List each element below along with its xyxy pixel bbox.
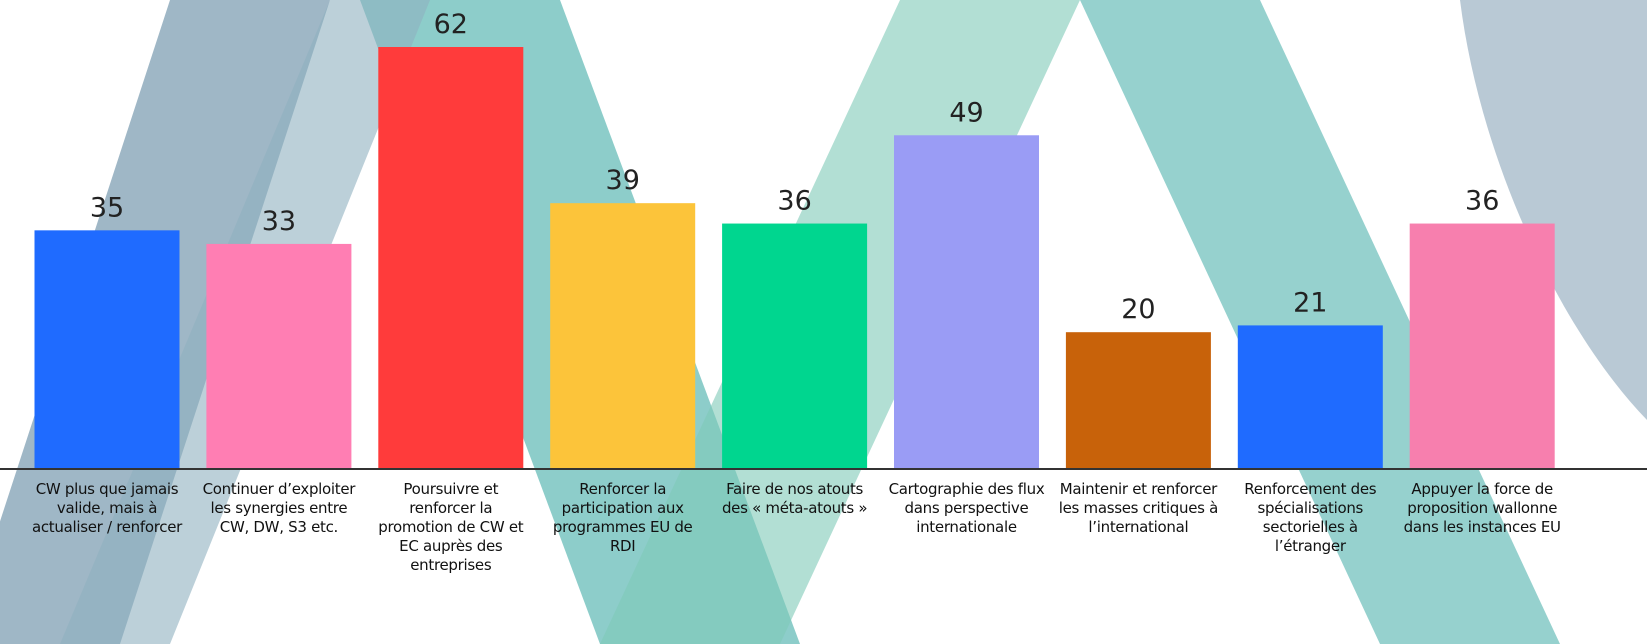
- value-label: 33: [262, 206, 296, 237]
- category-label: Renforcement des spécialisations sectori…: [1244, 480, 1377, 555]
- value-label: 35: [90, 192, 124, 223]
- category-label: Appuyer la force de proposition wallonne…: [1403, 480, 1561, 536]
- bar: [1065, 332, 1211, 468]
- category-label: Maintenir et renforcer les masses critiq…: [1058, 480, 1219, 536]
- bar: [206, 243, 352, 468]
- bar: [34, 230, 180, 468]
- value-label: 36: [777, 186, 811, 217]
- value-label: 36: [1465, 186, 1499, 217]
- bar: [1237, 325, 1383, 468]
- bar: [894, 135, 1039, 468]
- category-label: CW plus que jamais valide, mais à actual…: [31, 480, 183, 536]
- value-label: 20: [1121, 294, 1155, 325]
- bar: [1409, 223, 1555, 468]
- value-label: 21: [1293, 287, 1327, 318]
- value-label: 49: [949, 97, 983, 128]
- bar: [550, 203, 696, 468]
- category-label: Cartographie des flux dans perspective i…: [888, 480, 1045, 536]
- bar: [722, 223, 868, 468]
- category-label: Faire de nos atouts des « méta-atouts »: [721, 480, 868, 517]
- category-label: Renforcer la participation aux programme…: [552, 480, 693, 555]
- value-label: 62: [434, 9, 468, 40]
- bar: [378, 47, 524, 468]
- category-label: Continuer d’exploiter les synergies entr…: [202, 480, 356, 536]
- category-label: Poursuivre et renforcer la promotion de …: [378, 480, 524, 574]
- value-label: 39: [606, 165, 640, 196]
